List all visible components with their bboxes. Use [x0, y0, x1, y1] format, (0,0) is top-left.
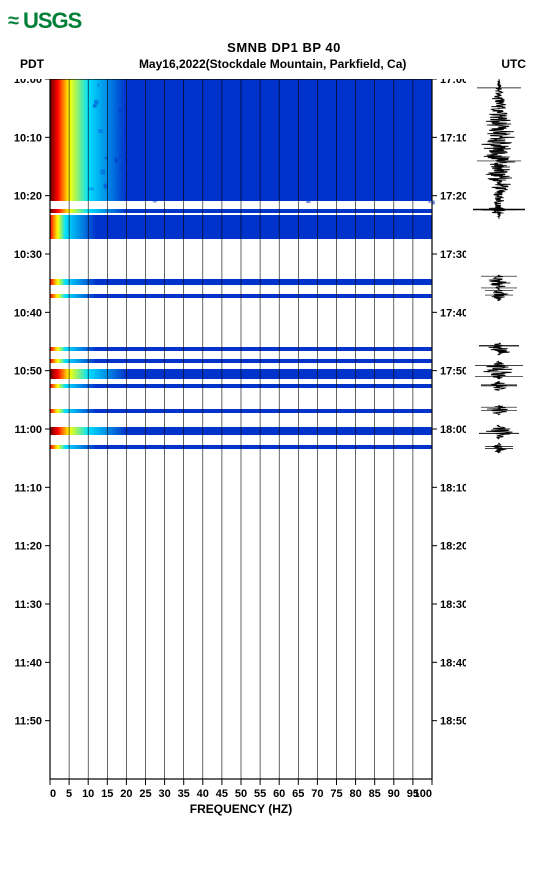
- svg-text:11:50: 11:50: [14, 716, 42, 728]
- tz-left: PDT: [20, 57, 44, 71]
- spectrogram-chart: 0510152025303540455055606570758085909510…: [8, 79, 528, 839]
- usgs-logo: ≈ USGS: [8, 8, 552, 34]
- svg-text:55: 55: [254, 788, 266, 800]
- svg-text:85: 85: [369, 788, 381, 800]
- svg-text:5: 5: [66, 788, 72, 800]
- svg-text:17:00: 17:00: [440, 79, 466, 86]
- svg-text:35: 35: [178, 788, 190, 800]
- logo-wave-icon: ≈: [8, 10, 19, 33]
- tz-right: UTC: [501, 57, 526, 71]
- chart-subtitle: PDT May16,2022(Stockdale Mountain, Parkf…: [8, 57, 552, 71]
- svg-text:18:40: 18:40: [440, 657, 466, 669]
- svg-text:45: 45: [216, 788, 228, 800]
- svg-text:80: 80: [349, 788, 361, 800]
- svg-text:60: 60: [273, 788, 285, 800]
- svg-text:10:40: 10:40: [14, 307, 42, 319]
- svg-text:30: 30: [158, 788, 170, 800]
- svg-text:75: 75: [330, 788, 342, 800]
- svg-text:17:50: 17:50: [440, 366, 466, 378]
- svg-text:40: 40: [197, 788, 209, 800]
- svg-text:0: 0: [50, 788, 56, 800]
- date-location: May16,2022(Stockdale Mountain, Parkfield…: [139, 57, 406, 71]
- svg-text:65: 65: [292, 788, 304, 800]
- svg-text:90: 90: [388, 788, 400, 800]
- svg-text:17:10: 17:10: [440, 132, 466, 144]
- svg-text:18:10: 18:10: [440, 482, 466, 494]
- svg-text:FREQUENCY (HZ): FREQUENCY (HZ): [190, 802, 292, 816]
- svg-text:100: 100: [414, 788, 432, 800]
- svg-text:10: 10: [82, 788, 94, 800]
- svg-text:70: 70: [311, 788, 323, 800]
- svg-text:25: 25: [139, 788, 151, 800]
- svg-text:11:20: 11:20: [14, 541, 42, 553]
- svg-text:11:40: 11:40: [14, 657, 42, 669]
- svg-text:17:40: 17:40: [440, 307, 466, 319]
- svg-text:10:30: 10:30: [14, 249, 42, 261]
- svg-text:10:50: 10:50: [14, 366, 42, 378]
- logo-text: USGS: [23, 8, 81, 34]
- svg-text:50: 50: [235, 788, 247, 800]
- svg-text:18:50: 18:50: [440, 716, 466, 728]
- svg-text:17:30: 17:30: [440, 249, 466, 261]
- svg-text:10:10: 10:10: [14, 132, 42, 144]
- svg-text:15: 15: [101, 788, 113, 800]
- svg-text:18:00: 18:00: [440, 424, 466, 436]
- waveform-trace: [470, 79, 528, 779]
- svg-text:11:10: 11:10: [14, 482, 42, 494]
- chart-title: SMNB DP1 BP 40: [8, 40, 552, 55]
- svg-text:11:30: 11:30: [14, 599, 42, 611]
- svg-text:18:20: 18:20: [440, 541, 466, 553]
- svg-text:18:30: 18:30: [440, 599, 466, 611]
- svg-text:20: 20: [120, 788, 132, 800]
- svg-text:10:00: 10:00: [14, 79, 42, 86]
- svg-text:11:00: 11:00: [14, 424, 42, 436]
- svg-text:10:20: 10:20: [14, 191, 42, 203]
- svg-text:17:20: 17:20: [440, 191, 466, 203]
